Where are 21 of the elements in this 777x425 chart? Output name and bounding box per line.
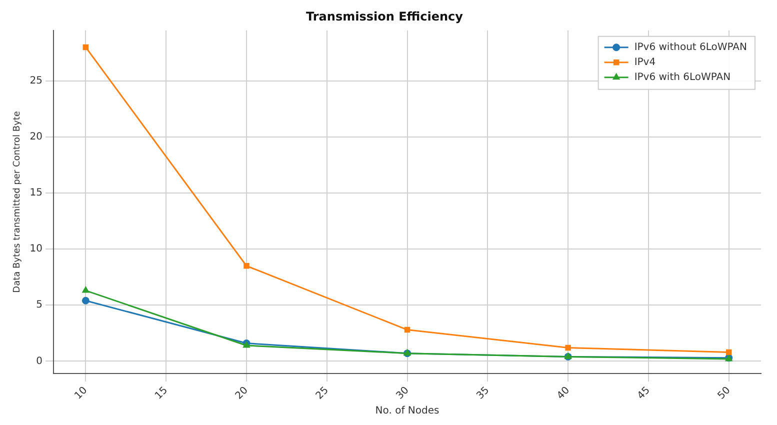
x-tick-label: 25 [314,384,331,402]
x-tick-label: 35 [474,384,492,402]
x-tick-label: 40 [555,384,572,402]
x-tick-label: 15 [153,384,170,402]
y-tick-label: 0 [36,356,43,367]
y-tick-label: 15 [30,188,43,199]
x-tick-label: 50 [716,384,733,402]
y-tick-label: 10 [30,244,43,255]
y-axis-title: Data Bytes transmitted per Control Byte [12,110,23,293]
y-tick-label: 5 [36,300,43,311]
legend-label: IPv4 [634,56,656,68]
x-axis-title: No. of Nodes [375,406,440,417]
x-tick-label: 20 [234,384,250,402]
x-tick-label: 45 [636,384,652,402]
y-tick-label: 20 [30,132,43,143]
chart-title: Transmission Efficiency [306,9,464,24]
x-tick-label: 30 [394,384,412,402]
y-tick-label: 25 [30,75,43,86]
legend-label: IPv6 with 6LoWPAN [634,72,731,83]
x-tick-label: 10 [72,384,90,402]
legend-label: IPv6 without 6LoWPAN [634,42,747,53]
